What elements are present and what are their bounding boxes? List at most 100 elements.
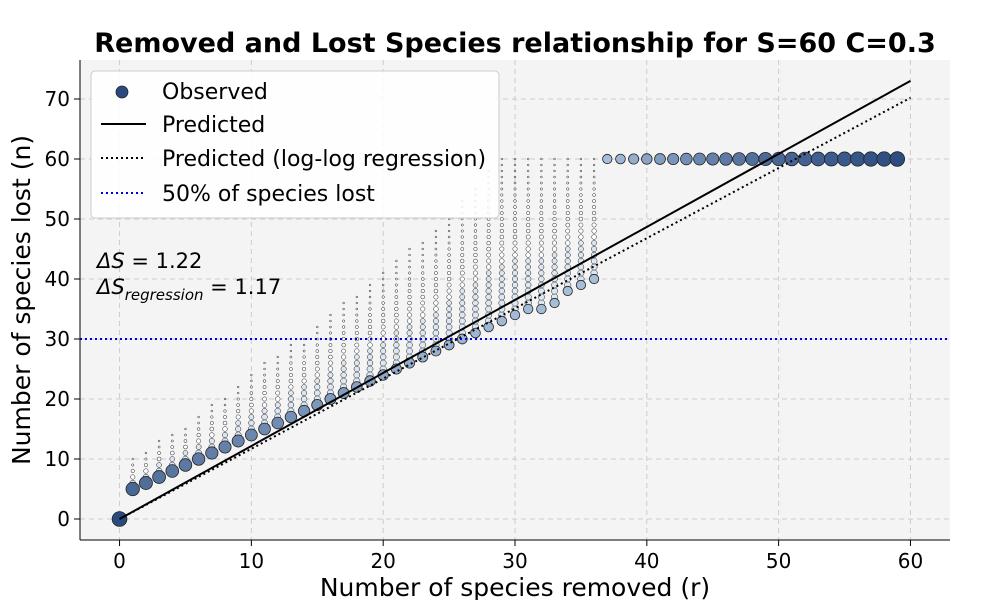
observed-point (302, 337, 306, 341)
observed-point (354, 348, 360, 354)
observed-point (419, 329, 426, 337)
observed-main-point (706, 152, 720, 166)
observed-point (499, 264, 505, 270)
observed-point (473, 241, 478, 245)
observed-point (513, 157, 517, 161)
observed-main-point (125, 481, 140, 497)
observed-point (261, 408, 268, 414)
observed-point (157, 451, 161, 455)
observed-point (340, 377, 347, 385)
observed-point (393, 330, 400, 336)
x-tick-label: 30 (502, 549, 527, 573)
observed-point (381, 289, 385, 293)
observed-point (156, 456, 162, 462)
observed-point (513, 211, 517, 215)
observed-point (565, 228, 571, 234)
observed-point (434, 235, 438, 239)
observed-point (500, 169, 503, 173)
observed-point (406, 324, 413, 330)
observed-point (420, 283, 425, 287)
observed-point (421, 265, 425, 269)
observed-point (591, 222, 597, 228)
observed-point (196, 432, 201, 438)
observed-main-point (165, 464, 180, 478)
observed-main-point (509, 309, 521, 321)
observed-point (314, 384, 321, 390)
observed-point (367, 324, 373, 330)
observed-point (433, 282, 439, 288)
observed-point (513, 193, 517, 197)
observed-point (262, 390, 267, 396)
observed-point (328, 354, 333, 360)
observed-point (407, 289, 412, 293)
observed-point (513, 217, 517, 221)
observed-main-point (258, 422, 271, 436)
observed-point (565, 222, 570, 228)
observed-main-point (205, 446, 219, 460)
observed-point (315, 355, 320, 359)
observed-point (539, 187, 543, 191)
observed-point (539, 199, 543, 203)
data-layer (111, 151, 906, 527)
observed-main-point (837, 151, 853, 167)
legend-regression-label: Predicted (log-log regression) (162, 147, 486, 172)
observed-point (288, 384, 294, 390)
observed-point (421, 259, 425, 263)
observed-point (328, 348, 333, 354)
observed-point (368, 319, 372, 323)
observed-point (538, 275, 545, 283)
observed-point (433, 300, 439, 306)
observed-point (314, 378, 321, 384)
observed-point (314, 372, 320, 378)
observed-point (276, 373, 280, 377)
observed-main-point (191, 452, 206, 466)
observed-point (526, 211, 531, 215)
observed-point (511, 287, 519, 295)
observed-point (421, 241, 424, 245)
x-axis-label: Number of species removed (r) (320, 573, 710, 600)
observed-main-point (575, 279, 586, 291)
observed-point (276, 355, 279, 359)
observed-point (578, 205, 583, 209)
observed-point (289, 361, 293, 365)
observed-point (473, 246, 478, 252)
x-tick-label: 40 (634, 549, 659, 573)
observed-point (459, 276, 465, 282)
observed-point (512, 252, 518, 258)
observed-point (289, 355, 293, 359)
observed-point (288, 390, 294, 396)
observed-main-point (850, 151, 866, 167)
observed-point (368, 283, 372, 287)
observed-point (262, 396, 267, 402)
observed-main-point (456, 333, 468, 345)
observed-point (196, 427, 201, 431)
observed-point (302, 343, 306, 347)
observed-point (513, 175, 517, 179)
observed-point (407, 283, 412, 287)
observed-point (539, 193, 543, 197)
observed-point (421, 247, 424, 251)
observed-point (355, 295, 358, 299)
observed-point (579, 199, 583, 203)
observed-point (143, 468, 149, 474)
observed-point (380, 353, 387, 361)
observed-point (197, 421, 200, 425)
observed-point (539, 205, 544, 209)
observed-point (275, 396, 281, 402)
observed-point (380, 342, 387, 348)
observed-point (592, 205, 597, 209)
observed-point (261, 402, 268, 408)
observed-point (237, 391, 240, 395)
observed-point (406, 330, 413, 336)
observed-point (380, 324, 386, 330)
observed-point (579, 187, 583, 191)
observed-point (564, 252, 571, 258)
observed-point (578, 222, 584, 228)
observed-point (156, 462, 162, 468)
observed-point (473, 252, 478, 258)
observed-point (459, 270, 465, 276)
observed-point (460, 258, 465, 264)
observed-main-point (654, 153, 666, 165)
observed-point (566, 193, 570, 197)
observed-point (579, 169, 583, 173)
